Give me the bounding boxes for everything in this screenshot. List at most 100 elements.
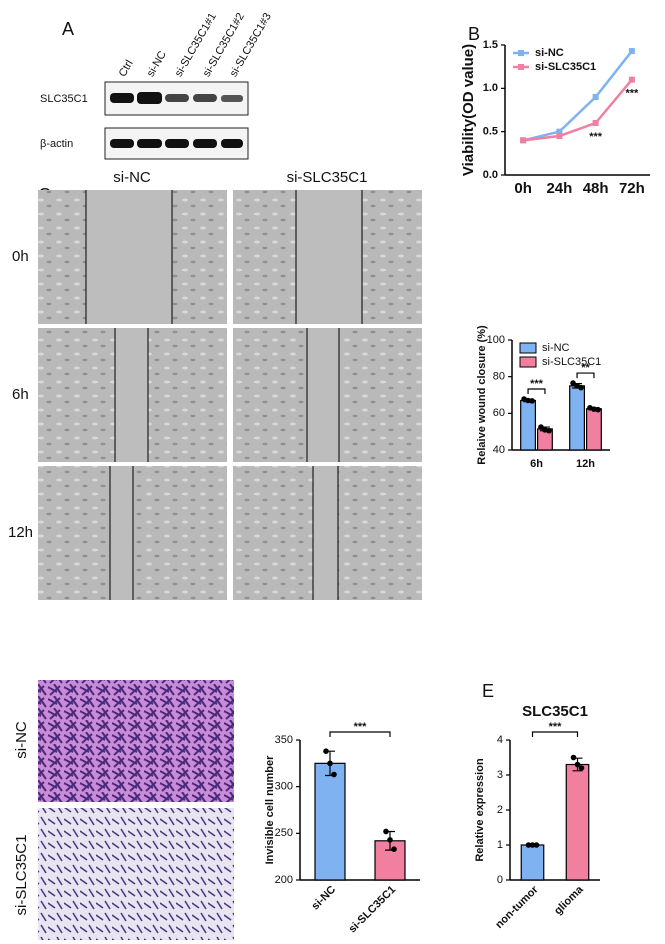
y-tick-label: 0.0: [483, 169, 498, 181]
bar: [586, 408, 602, 451]
data-point: [546, 427, 552, 434]
legend-swatch: [518, 64, 524, 70]
point: [520, 137, 527, 144]
row-label: 12h: [8, 524, 33, 541]
significance-label: **: [581, 362, 590, 374]
transwell-image: [38, 808, 234, 940]
y-tick-label: 0: [497, 874, 503, 886]
significance-bracket: [527, 388, 546, 395]
y-tick-label: 80: [493, 371, 505, 383]
data-point: [578, 384, 584, 391]
data-point: [574, 761, 581, 768]
data-point: [570, 754, 577, 761]
lane-label: Ctrl: [117, 58, 136, 79]
x-tick-label: si-NC: [309, 884, 338, 913]
y-tick-label: 200: [275, 874, 293, 886]
x-tick-label: 6h: [530, 458, 543, 470]
micrographs: [38, 190, 422, 600]
x-tick-label: 24h: [546, 180, 572, 197]
y-axis-label: Relaive wound closure (%): [476, 325, 488, 465]
data-point: [387, 837, 393, 843]
bar: [569, 385, 585, 451]
x-tick-label: si-SLC35C1: [346, 884, 398, 936]
column-label: si-NC: [113, 169, 151, 186]
x-tick-label: 48h: [583, 180, 609, 197]
transwell-image: [38, 680, 234, 802]
data-point: [533, 842, 540, 848]
significance-label: ***: [354, 721, 368, 733]
y-tick-label: 350: [275, 734, 293, 746]
panel-label: A: [62, 19, 74, 39]
legend-label: si-SLC35C1: [535, 61, 596, 73]
row-label: 6h: [12, 386, 29, 403]
point: [556, 128, 563, 135]
significance-label: ***: [530, 378, 544, 390]
column-label: si-SLC35C1: [287, 169, 368, 186]
y-axis-label: Relative expression: [474, 758, 486, 862]
bar: [520, 399, 536, 451]
x-tick-label: 12h: [576, 458, 595, 470]
data-point: [595, 406, 601, 413]
legend-label: si-NC: [542, 342, 570, 354]
x-tick-label: 72h: [619, 180, 645, 197]
data-point: [529, 398, 535, 404]
panel-label: E: [482, 681, 494, 701]
point: [592, 94, 599, 100]
data-point: [570, 380, 576, 386]
significance-bracket: [329, 731, 391, 737]
data-point: [578, 765, 585, 771]
point: [556, 133, 563, 139]
y-tick-label: 60: [493, 407, 505, 419]
point: [628, 76, 635, 83]
significance-label: ***: [589, 131, 603, 143]
y-tick-label: 3: [497, 769, 503, 781]
data-point: [331, 771, 337, 778]
bar: [565, 763, 590, 881]
y-axis-label: Invisible cell number: [264, 755, 276, 865]
bar: [520, 844, 545, 881]
significance-label: ***: [549, 721, 563, 733]
legend-swatch: [519, 342, 537, 354]
data-point: [538, 424, 544, 430]
data-point: [525, 842, 532, 848]
y-tick-label: 1.0: [483, 82, 498, 94]
x-tick-label: glioma: [552, 883, 586, 917]
point: [592, 120, 599, 126]
legend-label: si-SLC35C1: [542, 356, 601, 368]
y-tick-label: 300: [275, 781, 293, 793]
x-tick-label: 0h: [514, 180, 532, 197]
blot-row-label: β-actin: [40, 138, 73, 150]
y-tick-label: 1.5: [483, 39, 498, 51]
point: [628, 48, 635, 55]
y-tick-label: 250: [275, 827, 293, 839]
y-tick-label: 2: [497, 804, 503, 816]
data-point: [391, 846, 397, 852]
significance-label: ***: [625, 88, 639, 100]
data-point: [327, 760, 333, 767]
blot: [104, 81, 249, 160]
series-line: [522, 78, 633, 142]
series-line: [522, 50, 633, 142]
data-point: [529, 842, 536, 848]
bar: [314, 762, 346, 881]
y-tick-label: 100: [487, 334, 505, 346]
chart-title: SLC35C1: [522, 703, 588, 720]
data-point: [323, 748, 329, 754]
blot-row-label: SLC35C1: [40, 93, 88, 105]
y-tick-label: 1: [497, 839, 503, 851]
x-tick-label: non-tumor: [493, 883, 541, 931]
row-label: 0h: [12, 248, 29, 265]
legend-swatch: [518, 50, 524, 56]
panel-label: B: [468, 24, 480, 44]
legend-label: si-NC: [535, 47, 564, 59]
row-label: si-NC: [13, 721, 30, 759]
significance-bracket: [576, 372, 595, 379]
significance-bracket: [531, 731, 579, 737]
lane-label: si-NC: [145, 49, 169, 79]
legend-swatch: [519, 356, 537, 368]
data-point: [383, 828, 389, 835]
row-label: si-SLC35C1: [13, 835, 30, 916]
y-tick-label: 40: [493, 444, 505, 456]
y-axis-label: Viability(OD value): [460, 44, 477, 176]
